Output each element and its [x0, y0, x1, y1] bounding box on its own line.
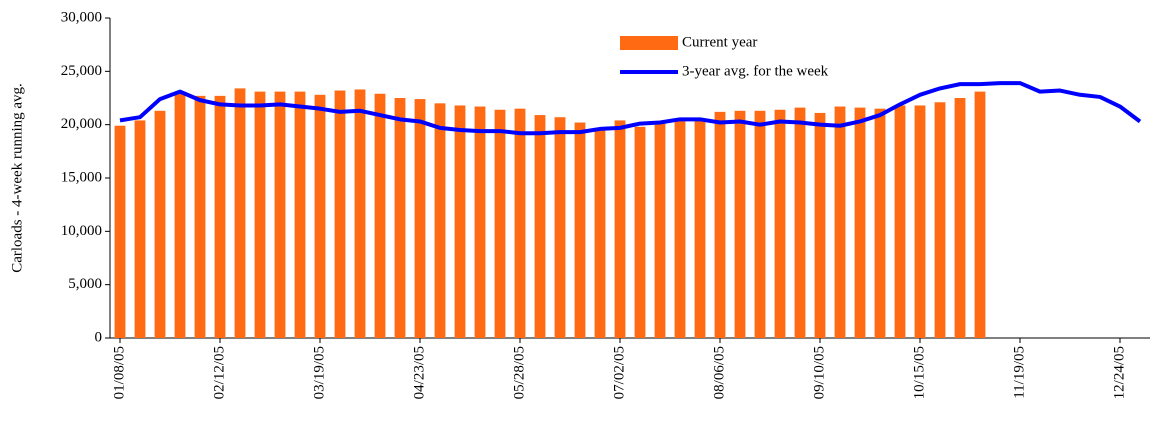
bar — [974, 91, 986, 338]
bar — [414, 99, 426, 338]
bar — [774, 109, 786, 338]
bar — [274, 91, 286, 338]
bar — [294, 91, 306, 338]
bar — [874, 108, 886, 339]
bar — [194, 95, 206, 338]
x-tick-label: 02/12/05 — [211, 346, 227, 399]
x-tick-label: 01/08/05 — [111, 346, 127, 399]
x-tick-label: 03/19/05 — [311, 346, 327, 399]
line — [119, 81, 1142, 136]
bar — [674, 120, 686, 339]
bar — [354, 89, 366, 338]
bar — [834, 106, 846, 339]
bar — [894, 105, 906, 338]
bar — [754, 110, 766, 338]
y-tick-label: 25,000 — [61, 63, 102, 79]
bar — [154, 110, 166, 338]
bar — [614, 120, 626, 339]
x-tick-label: 11/19/05 — [1011, 346, 1027, 399]
y-tick-label: 10,000 — [61, 223, 102, 239]
x-tick-label: 12/24/05 — [1111, 346, 1127, 399]
bar — [374, 93, 386, 338]
bar — [334, 90, 346, 339]
bar — [734, 110, 746, 338]
bar — [714, 111, 726, 338]
x-tick-label: 07/02/05 — [611, 346, 627, 399]
x-tick-label: 05/28/05 — [511, 346, 527, 399]
bar — [794, 107, 806, 338]
bar — [634, 126, 646, 338]
x-tick-label: 09/10/05 — [811, 346, 827, 399]
bar — [954, 98, 966, 338]
bar — [114, 125, 126, 338]
y-tick-label: 0 — [95, 329, 103, 345]
x-tick-label: 10/15/05 — [911, 346, 927, 399]
bar — [134, 120, 146, 339]
y-tick-label: 15,000 — [61, 169, 102, 185]
y-tick-label: 30,000 — [61, 9, 102, 25]
bar — [934, 102, 946, 339]
bar — [314, 94, 326, 338]
bar — [574, 122, 586, 339]
bar — [594, 128, 606, 338]
legend-label: 3-year avg. for the week — [682, 63, 829, 79]
bar — [454, 105, 466, 338]
bar — [514, 108, 526, 339]
bar — [694, 118, 706, 339]
y-axis-label: Carloads - 4-week running avg. — [9, 83, 25, 273]
x-tick-label: 08/06/05 — [711, 346, 727, 399]
x-tick-label: 04/23/05 — [411, 346, 427, 399]
legend-swatch — [620, 36, 678, 50]
bar — [914, 105, 926, 338]
bar — [474, 106, 486, 339]
bar — [494, 109, 506, 338]
bar — [434, 103, 446, 338]
bar — [814, 112, 826, 338]
bar — [654, 123, 666, 338]
bar — [534, 115, 546, 338]
bar — [234, 88, 246, 339]
bar — [554, 117, 566, 338]
y-tick-label: 5,000 — [68, 276, 102, 292]
bar — [214, 95, 226, 338]
bar — [174, 93, 186, 338]
bar — [394, 98, 406, 338]
bar — [254, 91, 266, 338]
legend-label: Current year — [682, 34, 757, 50]
bar — [854, 107, 866, 338]
y-tick-label: 20,000 — [61, 116, 102, 132]
